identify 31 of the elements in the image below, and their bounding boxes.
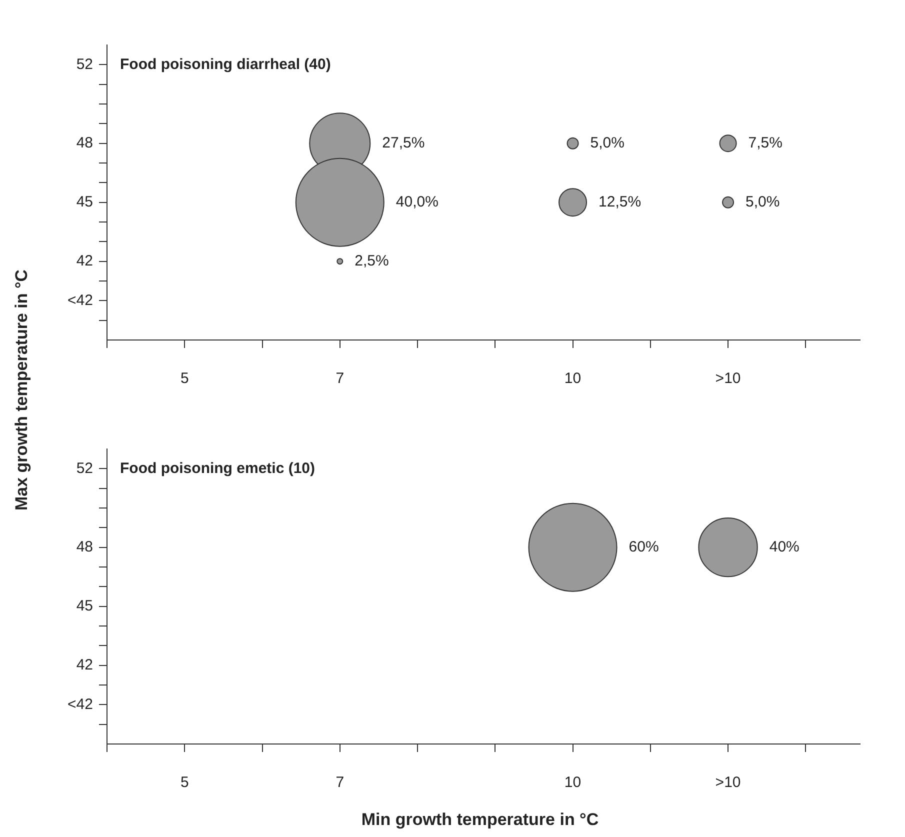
x-tick-label: 5 bbox=[180, 370, 189, 388]
x-tick-label: 7 bbox=[336, 774, 344, 792]
x-tick-label: >10 bbox=[715, 370, 741, 388]
text: Food poisoning diarrheal (40) bbox=[120, 56, 331, 73]
annotation: 12,5% bbox=[598, 193, 642, 210]
y-axis-title: Max growth temperature in °C bbox=[12, 269, 32, 511]
y-tick-label: 48 bbox=[76, 538, 93, 556]
x-tick-label: >10 bbox=[715, 774, 741, 792]
annotation: 2,5% bbox=[354, 252, 389, 270]
x-tick-label: 5 bbox=[180, 774, 189, 792]
annotation: 40% bbox=[769, 538, 800, 556]
text: Food poisoning emetic (10) bbox=[120, 460, 316, 477]
x-tick-label: 10 bbox=[564, 370, 582, 388]
annotation: 7,5% bbox=[748, 134, 782, 152]
annotation: 60% bbox=[628, 538, 659, 556]
y-tick-label: <42 bbox=[68, 292, 93, 309]
y-tick-label: 45 bbox=[76, 193, 93, 210]
annotation: 27,5% bbox=[382, 134, 425, 152]
annotation: 40,0% bbox=[396, 193, 438, 210]
x-axis-title: Min growth temperature in °C bbox=[361, 810, 599, 830]
y-tick-label: <42 bbox=[68, 696, 93, 713]
x-tick-label: 10 bbox=[564, 774, 582, 792]
y-tick-label: 42 bbox=[76, 656, 93, 674]
annotation: 5,0% bbox=[746, 193, 780, 210]
y-tick-label: 52 bbox=[76, 56, 93, 73]
y-tick-label: 48 bbox=[76, 134, 93, 152]
x-tick-label: 7 bbox=[336, 370, 344, 388]
y-tick-label: 52 bbox=[76, 460, 93, 477]
y-tick-label: 42 bbox=[76, 252, 93, 270]
y-tick-label: 45 bbox=[76, 597, 93, 614]
annotation: 5,0% bbox=[590, 134, 624, 152]
